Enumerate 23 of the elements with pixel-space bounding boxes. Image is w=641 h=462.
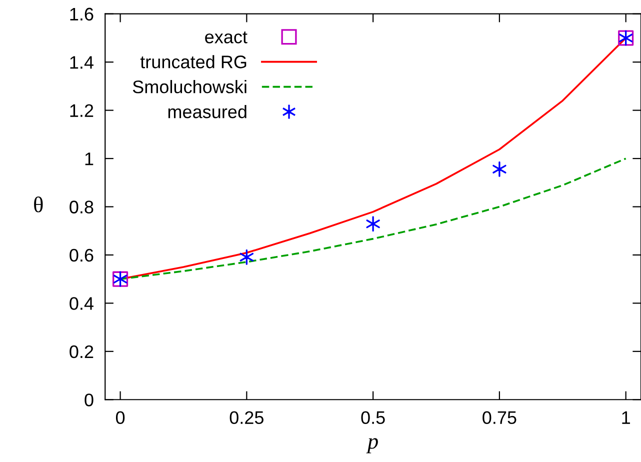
y-tick-label: 0 [84, 394, 94, 406]
y-tick-label: 0.4 [70, 297, 94, 310]
y-tick-label: 0.8 [70, 200, 94, 214]
x-tick-label: 0 [116, 411, 125, 424]
point [366, 216, 380, 232]
legend-label: Smoluchowski [132, 80, 246, 94]
x-tick-label: 0.5 [361, 411, 385, 424]
y-tick-label: 1.4 [70, 56, 94, 69]
y-tick-label: 0.6 [70, 248, 94, 262]
legend-label: measured [168, 104, 246, 118]
point [240, 249, 254, 265]
x-tick-label: 0.25 [230, 411, 264, 424]
x-axis-title: p [366, 438, 378, 454]
legend-label: truncated RG [140, 55, 246, 68]
x-tick-label: 0.75 [482, 411, 516, 424]
y-axis-title: θ [34, 196, 43, 212]
y-tick-label: 1.6 [70, 8, 94, 21]
x-tick-label: 1 [622, 411, 630, 424]
y-tick-label: 1 [85, 152, 94, 166]
point [492, 161, 506, 177]
legend-label: exact [205, 32, 248, 44]
y-tick-label: 1.2 [70, 104, 94, 117]
y-tick-label: 0.2 [70, 345, 94, 358]
